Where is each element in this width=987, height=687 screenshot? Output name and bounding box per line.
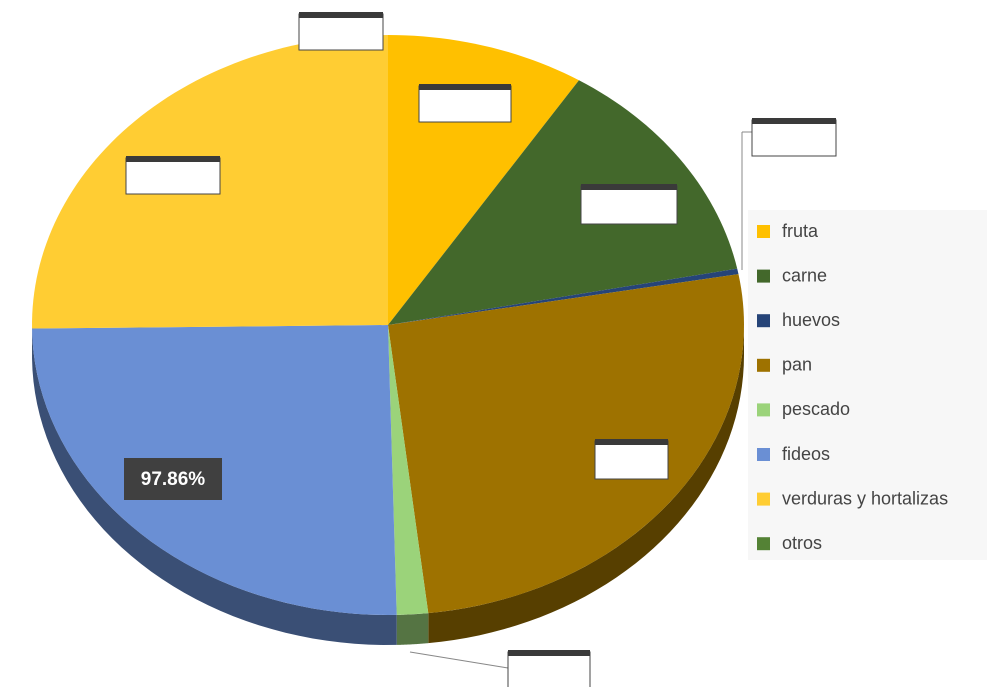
label-box [751, 119, 837, 157]
label-shadow [126, 156, 220, 162]
label-shadow [595, 439, 668, 445]
label-shadow [508, 650, 590, 656]
value-labels: 97.86% [124, 458, 222, 500]
label-shadow [581, 184, 677, 190]
value-label: 97.86% [141, 469, 206, 490]
label-box [507, 651, 591, 687]
legend-swatch [757, 492, 770, 506]
label-box [594, 440, 669, 480]
legend-swatch [757, 269, 770, 283]
legend-label: pan [782, 355, 812, 375]
legend-label: fideos [782, 444, 830, 464]
label-box [418, 85, 512, 123]
value-label-box [124, 458, 222, 500]
legend-label: verduras y hortalizas [782, 488, 948, 508]
pie [32, 35, 744, 645]
pie-side [428, 325, 744, 644]
legend-label: pescado [782, 399, 850, 419]
legend-label: carne [782, 265, 827, 285]
legend-label: fruta [782, 221, 819, 241]
blank-labels [125, 12, 837, 687]
pie-slice [388, 274, 744, 614]
legend-label: otros [782, 533, 822, 553]
label-shadow [419, 84, 511, 90]
pie-side [396, 613, 429, 645]
legend-swatch [757, 403, 770, 417]
pie-slice [388, 325, 429, 615]
legend-swatch [757, 358, 770, 372]
legend: fruta carne huevos pan pescado fideos verduras… [757, 221, 948, 553]
leader-line [409, 651, 509, 669]
label-shadow [752, 118, 836, 124]
legend-label: huevos [782, 310, 840, 330]
label-shadow [299, 12, 383, 18]
legend-swatch [757, 448, 770, 461]
legend-swatch [757, 537, 770, 551]
label-box [580, 185, 678, 225]
legend-swatch [757, 225, 770, 238]
pie-slice [388, 268, 739, 325]
legend-swatch [757, 314, 770, 328]
label-box [125, 157, 221, 195]
pie-slice [388, 80, 738, 325]
pie-side [32, 328, 397, 645]
legend-box [748, 210, 987, 560]
label-box [298, 13, 384, 51]
